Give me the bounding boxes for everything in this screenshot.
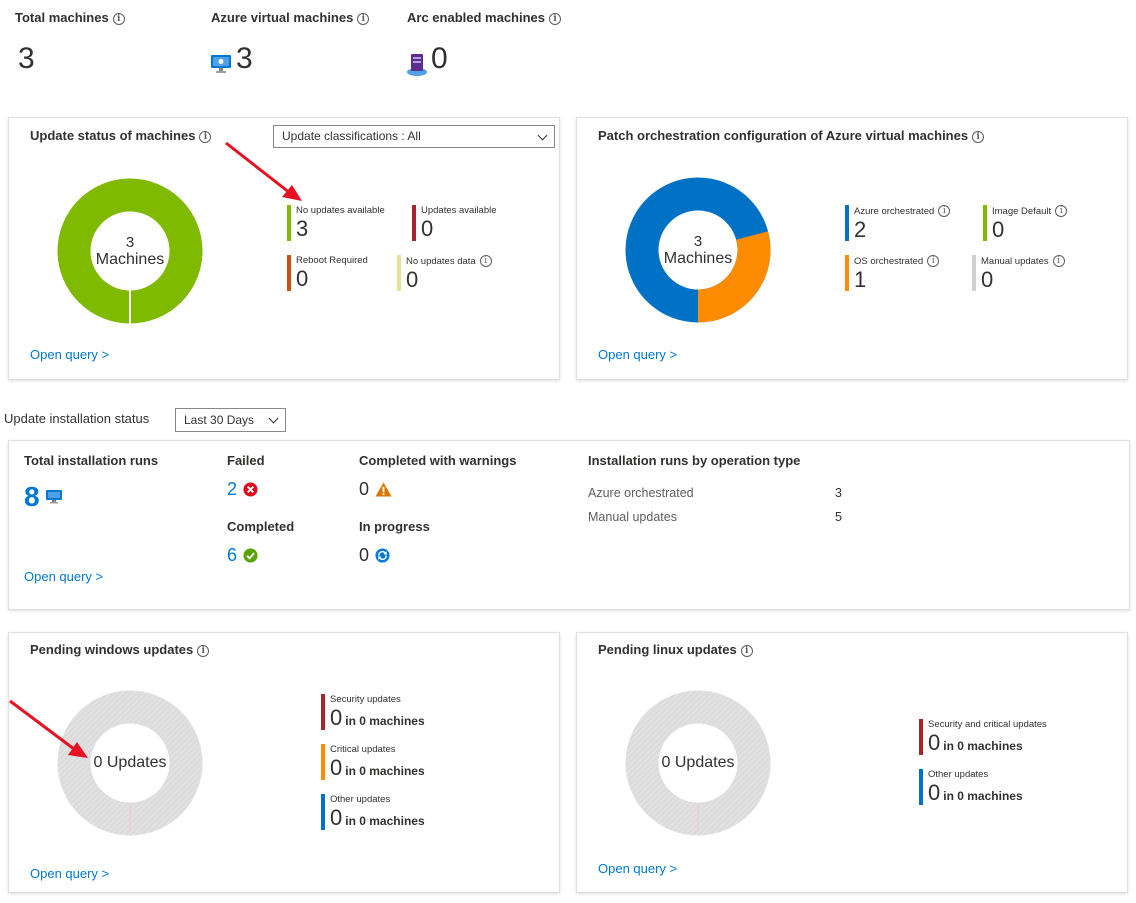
open-query-link[interactable]: Open query > — [30, 866, 110, 881]
legend-updates-available[interactable]: Updates available 0 — [412, 205, 497, 241]
in-progress-label: In progress — [359, 519, 430, 534]
update-classifications-dropdown[interactable]: Update classifications : All — [273, 125, 555, 148]
open-query-link[interactable]: Open query > — [598, 861, 678, 876]
info-icon[interactable]: i — [112, 13, 125, 25]
donut-center-label: 0 Updates — [661, 754, 735, 771]
info-icon[interactable]: i — [197, 645, 210, 657]
legend-os-orchestrated[interactable]: OS orchestrated i 1 — [845, 255, 940, 292]
legend-color-bar — [321, 744, 325, 780]
legend-color-bar — [845, 205, 849, 241]
legend-color-bar — [412, 205, 416, 241]
total-runs-value[interactable]: 8 — [24, 481, 62, 513]
installation-status-card: Total installation runs 8 Failed 2 Compl… — [8, 440, 1130, 610]
legend-no-updates-data[interactable]: No updates data i 0 — [397, 255, 492, 292]
card-title: Pending windows updates i — [30, 642, 210, 657]
donut-center-label: 3 Machines — [95, 234, 165, 268]
legend-critical-updates[interactable]: Critical updates 0 in 0 machines — [321, 744, 425, 783]
in-progress-icon — [375, 548, 390, 563]
info-icon[interactable]: i — [740, 645, 753, 657]
legend-other-updates[interactable]: Other updates 0 in 0 machines — [321, 794, 425, 833]
annotation-arrow — [9, 699, 88, 758]
arc-server-icon — [407, 54, 427, 76]
info-icon[interactable]: i — [549, 13, 561, 25]
chevron-down-icon — [537, 130, 548, 141]
failed-label: Failed — [227, 453, 265, 468]
azure-vm-label: Azure virtual machines i — [211, 10, 370, 25]
patch-orchestration-card: Patch orchestration configuration of Azu… — [576, 117, 1128, 380]
pending-linux-donut[interactable] — [625, 690, 771, 836]
arc-machines-label: Arc enabled machines i — [407, 10, 561, 25]
legend-color-bar — [983, 205, 987, 241]
error-icon — [243, 482, 258, 497]
runs-by-type-name: Manual updates — [588, 510, 677, 524]
open-query-link[interactable]: Open query > — [30, 347, 110, 362]
completed-value[interactable]: 6 — [227, 545, 258, 566]
in-progress-value[interactable]: 0 — [359, 545, 390, 566]
completed-label: Completed — [227, 519, 295, 534]
donut-segment-os-orchestrated[interactable] — [697, 231, 771, 323]
legend-color-bar — [919, 769, 923, 805]
chevron-down-icon — [268, 413, 279, 424]
legend-color-bar — [972, 255, 976, 291]
annotation-arrow — [225, 141, 302, 201]
total-machines-label: Total machines i — [15, 10, 125, 25]
installation-status-label: Update installation status — [4, 411, 150, 426]
time-range-dropdown[interactable]: Last 30 Days — [175, 408, 286, 432]
success-icon — [243, 548, 258, 563]
arc-machines-value: 0 — [431, 42, 448, 75]
runs-by-type-title: Installation runs by operation type — [588, 453, 801, 468]
azure-vm-value: 3 — [236, 42, 253, 75]
donut-center-label: 3 Machines — [663, 233, 733, 267]
card-title: Patch orchestration configuration of Azu… — [598, 128, 985, 143]
legend-color-bar — [321, 794, 325, 830]
virtual-machine-icon — [211, 55, 231, 73]
info-icon[interactable]: i — [972, 131, 985, 143]
legend-color-bar — [845, 255, 849, 291]
card-title: Update status of machines i — [30, 128, 212, 143]
legend-color-bar — [287, 205, 291, 241]
total-runs-label: Total installation runs — [24, 453, 159, 468]
info-icon[interactable]: i — [938, 205, 951, 217]
warnings-label: Completed with warnings — [359, 453, 517, 468]
info-icon[interactable]: i — [357, 13, 370, 25]
info-icon[interactable]: i — [927, 255, 940, 267]
legend-color-bar — [321, 694, 325, 730]
legend-azure-orchestrated[interactable]: Azure orchestrated i 2 — [845, 205, 951, 242]
open-query-link[interactable]: Open query > — [24, 569, 104, 584]
open-query-link[interactable]: Open query > — [598, 347, 678, 362]
virtual-machine-icon — [45, 490, 62, 504]
pending-windows-updates-card: Pending windows updates i 0 Updates Secur… — [8, 632, 560, 893]
legend-security-updates[interactable]: Security updates 0 in 0 machines — [321, 694, 425, 733]
pending-windows-donut[interactable] — [57, 690, 203, 836]
donut-center-label: 0 Updates — [93, 754, 167, 771]
pending-linux-updates-card: Pending linux updates i 0 Updates Securit… — [576, 632, 1128, 893]
legend-color-bar — [919, 719, 923, 755]
runs-by-type-value: 5 — [835, 510, 842, 524]
runs-by-type-value: 3 — [835, 486, 842, 500]
info-icon[interactable]: i — [199, 131, 212, 143]
runs-by-type-name: Azure orchestrated — [588, 486, 694, 500]
warnings-value[interactable]: 0 — [359, 479, 392, 500]
update-status-card: Update status of machines i Update classi… — [8, 117, 560, 380]
update-status-donut[interactable] — [57, 178, 203, 324]
info-icon[interactable]: i — [1055, 205, 1068, 217]
legend-image-default[interactable]: Image Default i 0 — [983, 205, 1068, 242]
info-icon[interactable]: i — [1052, 255, 1065, 267]
patch-orchestration-donut[interactable] — [625, 177, 771, 323]
legend-reboot-required[interactable]: Reboot Required 0 — [287, 255, 368, 291]
info-icon[interactable]: i — [479, 255, 492, 267]
legend-color-bar — [287, 255, 291, 291]
card-title: Pending linux updates i — [598, 642, 753, 657]
legend-no-updates-available[interactable]: No updates available 3 — [287, 205, 385, 241]
warning-icon — [375, 482, 392, 497]
legend-other-updates[interactable]: Other updates 0 in 0 machines — [919, 769, 1023, 808]
failed-value[interactable]: 2 — [227, 479, 258, 500]
total-machines-value: 3 — [18, 42, 35, 75]
legend-security-critical-updates[interactable]: Security and critical updates 0 in 0 mach… — [919, 719, 1047, 758]
legend-color-bar — [397, 255, 401, 291]
legend-manual-updates[interactable]: Manual updates i 0 — [972, 255, 1065, 292]
